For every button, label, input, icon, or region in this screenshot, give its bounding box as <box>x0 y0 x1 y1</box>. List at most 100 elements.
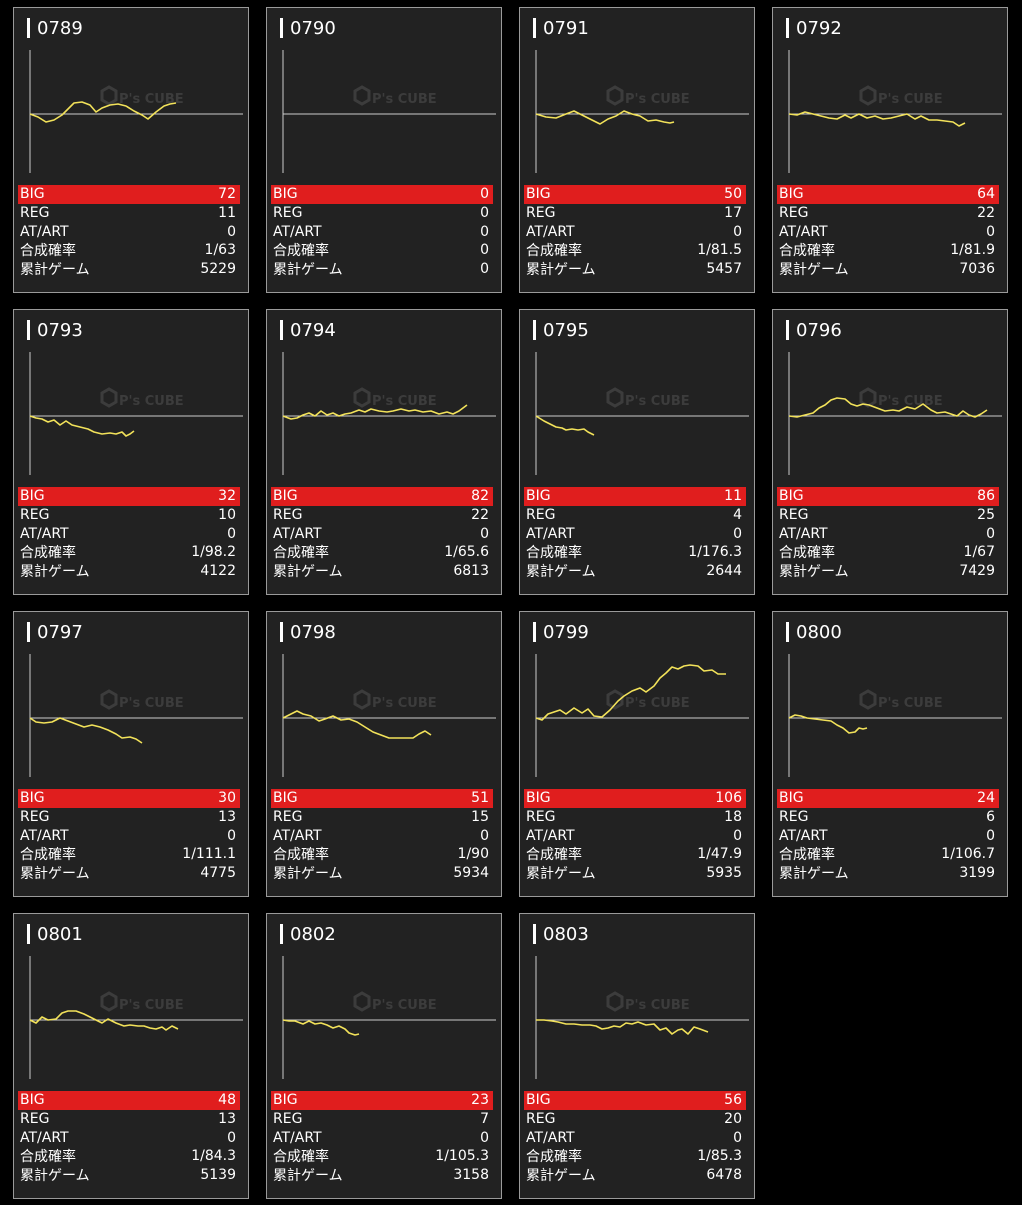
machine-card-0803[interactable]: 0803 P's CUBE BIG 56 REG 20 AT/ART 0 <box>519 913 755 1199</box>
watermark-brand-text: P's CUBE <box>878 92 943 107</box>
machine-card-0797[interactable]: 0797 P's CUBE BIG 30 REG 13 AT/ART 0 <box>13 611 249 897</box>
title-accent-bar <box>533 320 536 340</box>
big-row: BIG 56 <box>524 1091 746 1110</box>
games-label: 累計ゲーム <box>526 564 596 581</box>
cube-logo-icon <box>100 85 118 106</box>
games-label: 累計ゲーム <box>526 1168 596 1185</box>
machine-card-0799[interactable]: 0799 P's CUBE BIG 106 REG 18 AT/ART 0 <box>519 611 755 897</box>
prob-label: 合成確率 <box>779 243 835 260</box>
prob-label: 合成確率 <box>20 243 76 260</box>
games-value: 2644 <box>706 563 742 580</box>
at-row: AT/ART 0 <box>777 222 999 241</box>
title-accent-bar <box>280 622 283 642</box>
machine-card-0790[interactable]: 0790 P's CUBE BIG 0 REG 0 AT/ART 0 <box>266 7 502 293</box>
at-row: AT/ART 0 <box>777 826 999 845</box>
title-accent-bar <box>280 924 283 944</box>
reg-value: 25 <box>977 507 995 524</box>
slump-graph: P's CUBE <box>29 50 243 173</box>
slump-line <box>282 710 432 739</box>
machine-card-0800[interactable]: 0800 P's CUBE BIG 24 REG 6 AT/ART 0 <box>772 611 1008 897</box>
games-label: 累計ゲーム <box>273 866 343 883</box>
stats-table: BIG 56 REG 20 AT/ART 0 合成確率 1/85.3 累計ゲーム… <box>524 1091 746 1184</box>
title-accent-bar <box>280 18 283 38</box>
watermark-brand-text: P's CUBE <box>119 394 184 409</box>
reg-value: 22 <box>977 205 995 222</box>
games-value: 3158 <box>453 1167 489 1184</box>
slump-graph: P's CUBE <box>788 50 1002 173</box>
stats-table: BIG 32 REG 10 AT/ART 0 合成確率 1/98.2 累計ゲーム… <box>18 487 240 580</box>
prob-value: 1/106.7 <box>941 846 995 863</box>
reg-value: 10 <box>218 507 236 524</box>
games-row: 累計ゲーム 0 <box>271 260 493 279</box>
slump-graph: P's CUBE <box>282 50 496 173</box>
reg-row: REG 0 <box>271 204 493 223</box>
slump-line <box>536 1019 709 1035</box>
machine-card-0789[interactable]: 0789 P's CUBE BIG 72 REG 11 AT/ART 0 <box>13 7 249 293</box>
machine-card-0793[interactable]: 0793 P's CUBE BIG 32 REG 10 AT/ART 0 <box>13 309 249 595</box>
reg-value: 4 <box>733 507 742 524</box>
prob-value: 1/63 <box>204 242 236 259</box>
slump-graph: P's CUBE <box>282 654 496 777</box>
prob-value: 1/85.3 <box>697 1148 742 1165</box>
games-value: 7429 <box>959 563 995 580</box>
big-value: 82 <box>471 488 489 505</box>
machine-card-0795[interactable]: 0795 P's CUBE BIG 11 REG 4 AT/ART 0 <box>519 309 755 595</box>
watermark-brand-text: P's CUBE <box>119 696 184 711</box>
machine-card-0794[interactable]: 0794 P's CUBE BIG 82 REG 22 AT/ART 0 <box>266 309 502 595</box>
at-row: AT/ART 0 <box>18 222 240 241</box>
machine-card-0792[interactable]: 0792 P's CUBE BIG 64 REG 22 AT/ART 0 <box>772 7 1008 293</box>
big-row: BIG 48 <box>18 1091 240 1110</box>
watermark-logo: P's CUBE <box>353 387 437 409</box>
prob-row: 合成確率 1/85.3 <box>524 1147 746 1166</box>
games-label: 累計ゲーム <box>20 564 90 581</box>
machine-number: 0803 <box>543 924 589 945</box>
at-value: 0 <box>480 827 489 844</box>
reg-label: REG <box>273 809 303 826</box>
big-value: 56 <box>724 1092 742 1109</box>
title-accent-bar <box>786 320 789 340</box>
watermark-brand-text: P's CUBE <box>372 92 437 107</box>
reg-value: 0 <box>480 205 489 222</box>
cube-logo-icon <box>100 387 118 408</box>
watermark-brand-text: P's CUBE <box>625 92 690 107</box>
prob-label: 合成確率 <box>526 847 582 864</box>
at-value: 0 <box>480 1129 489 1146</box>
machine-card-0791[interactable]: 0791 P's CUBE BIG 50 REG 17 AT/ART 0 <box>519 7 755 293</box>
machine-card-0798[interactable]: 0798 P's CUBE BIG 51 REG 15 AT/ART 0 <box>266 611 502 897</box>
prob-value: 1/84.3 <box>191 1148 236 1165</box>
cube-logo-icon <box>859 689 877 710</box>
at-value: 0 <box>986 827 995 844</box>
machine-card-0801[interactable]: 0801 P's CUBE BIG 48 REG 13 AT/ART 0 <box>13 913 249 1199</box>
prob-label: 合成確率 <box>273 1149 329 1166</box>
at-label: AT/ART <box>20 223 69 240</box>
machine-number: 0789 <box>37 18 83 39</box>
stats-table: BIG 11 REG 4 AT/ART 0 合成確率 1/176.3 累計ゲーム… <box>524 487 746 580</box>
slump-line <box>535 110 675 125</box>
at-value: 0 <box>480 223 489 240</box>
prob-value: 1/98.2 <box>191 544 236 561</box>
watermark-logo: P's CUBE <box>100 85 184 107</box>
title-accent-bar <box>533 18 536 38</box>
big-label: BIG <box>20 186 45 203</box>
cube-logo-icon <box>859 387 877 408</box>
slump-line <box>535 664 726 721</box>
at-label: AT/ART <box>20 1129 69 1146</box>
machine-number: 0795 <box>543 320 589 341</box>
reg-label: REG <box>20 507 50 524</box>
watermark-brand-text: P's CUBE <box>372 696 437 711</box>
cube-logo-icon <box>353 387 371 408</box>
machine-card-0802[interactable]: 0802 P's CUBE BIG 23 REG 7 AT/ART 0 <box>266 913 502 1199</box>
games-value: 0 <box>480 261 489 278</box>
reg-row: REG 20 <box>524 1110 746 1129</box>
big-value: 72 <box>218 186 236 203</box>
games-row: 累計ゲーム 5934 <box>271 864 493 883</box>
machine-card-0796[interactable]: 0796 P's CUBE BIG 86 REG 25 AT/ART 0 <box>772 309 1008 595</box>
reg-row: REG 10 <box>18 506 240 525</box>
at-row: AT/ART 0 <box>524 826 746 845</box>
reg-label: REG <box>779 507 809 524</box>
watermark-brand-text: P's CUBE <box>372 394 437 409</box>
reg-label: REG <box>273 1111 303 1128</box>
stats-table: BIG 86 REG 25 AT/ART 0 合成確率 1/67 累計ゲーム 7… <box>777 487 999 580</box>
big-value: 51 <box>471 790 489 807</box>
reg-row: REG 13 <box>18 808 240 827</box>
